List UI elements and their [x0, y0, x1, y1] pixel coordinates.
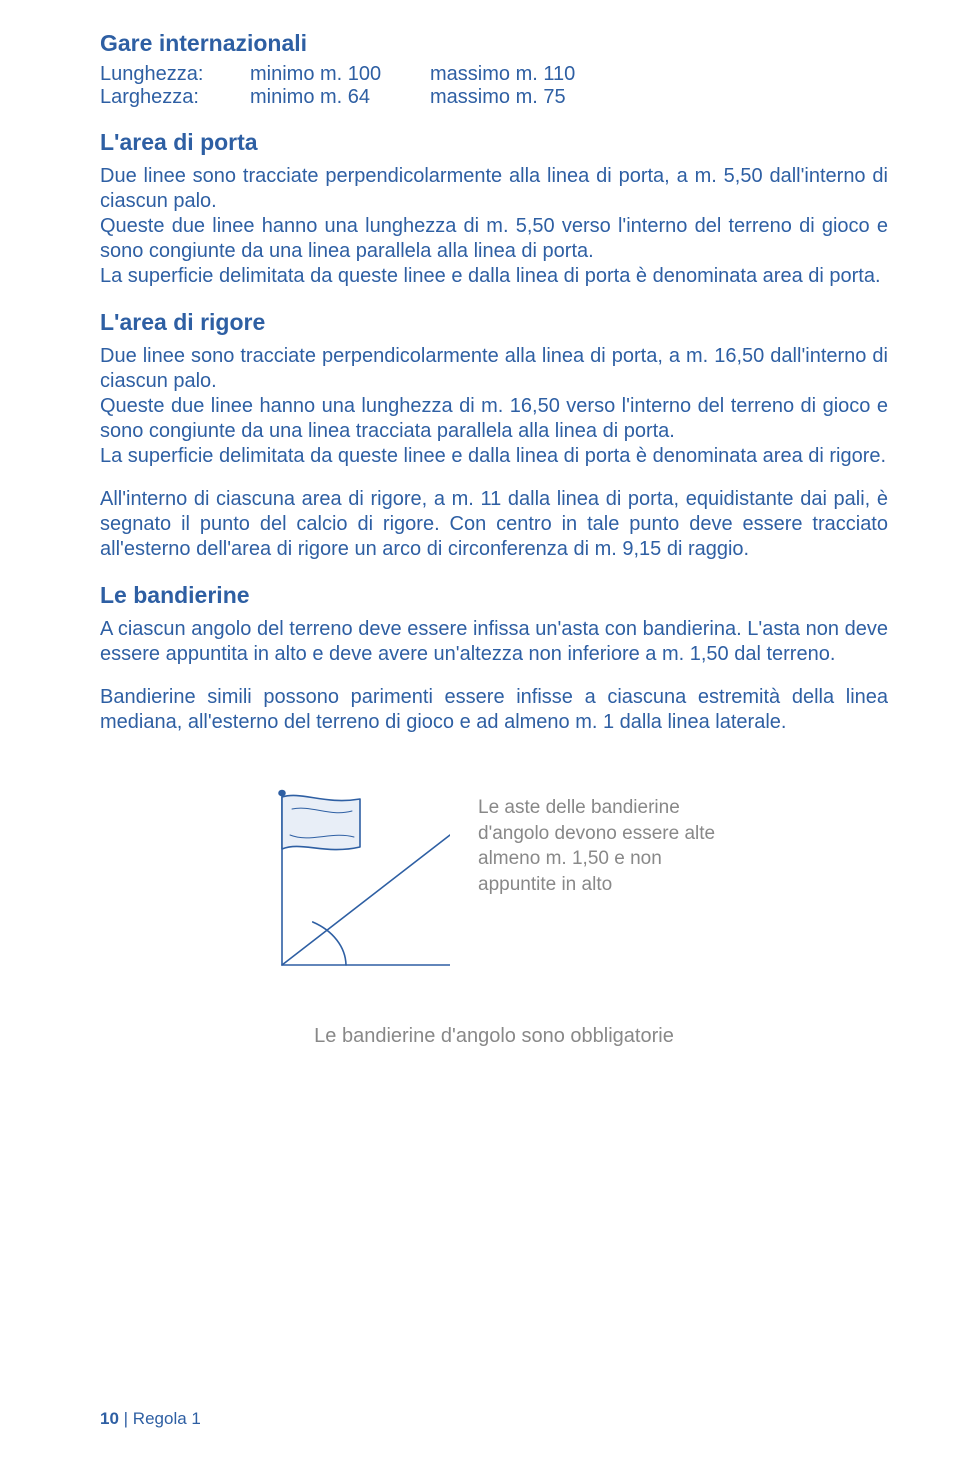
footer-sep: | — [119, 1409, 133, 1428]
text: All'interno di ciascuna area di rigore, … — [100, 488, 888, 560]
heading-gare: Gare internazionali — [100, 30, 888, 57]
heading-area-rigore: L'area di rigore — [100, 309, 888, 336]
text: A ciascun angolo del terreno deve essere… — [100, 618, 888, 665]
spec-max: massimo m. 110 — [430, 63, 888, 86]
diagram-side-label: Le aste delle bandierine d'angolo devono… — [478, 775, 738, 898]
text: Due linee sono tracciate perpendicolarme… — [100, 345, 888, 392]
spec-row: Larghezza: minimo m. 64 massimo m. 75 — [100, 86, 888, 109]
heading-area-porta: L'area di porta — [100, 129, 888, 156]
diagram-container: Le aste delle bandierine d'angolo devono… — [100, 775, 888, 1048]
paragraph: Queste due linee hanno una lunghezza di … — [100, 394, 888, 444]
text: Due linee sono tracciate perpendicolarme… — [100, 165, 888, 212]
text: Queste due linee hanno una lunghezza di … — [100, 215, 888, 262]
spec-min: minimo m. 100 — [250, 63, 430, 86]
text: La superficie delimitata da queste linee… — [100, 445, 886, 467]
spec-min: minimo m. 64 — [250, 86, 430, 109]
text: La superficie delimitata da queste linee… — [100, 265, 881, 287]
corner-flag-diagram — [250, 775, 450, 995]
paragraph: A ciascun angolo del terreno deve essere… — [100, 617, 888, 667]
text: Bandierine simili possono parimenti esse… — [100, 686, 888, 733]
page-footer: 10 | Regola 1 — [100, 1409, 201, 1429]
spec-max: massimo m. 75 — [430, 86, 888, 109]
paragraph: Bandierine simili possono parimenti esse… — [100, 685, 888, 735]
heading-bandierine: Le bandierine — [100, 582, 888, 609]
diagram-caption: Le bandierine d'angolo sono obbligatorie — [314, 1025, 674, 1048]
paragraph: La superficie delimitata da queste linee… — [100, 444, 888, 469]
paragraph: All'interno di ciascuna area di rigore, … — [100, 487, 888, 562]
footer-label: Regola 1 — [133, 1409, 201, 1428]
spec-label: Larghezza: — [100, 86, 250, 109]
paragraph: Queste due linee hanno una lunghezza di … — [100, 214, 888, 264]
text: Queste due linee hanno una lunghezza di … — [100, 395, 888, 442]
paragraph: Due linee sono tracciate perpendicolarme… — [100, 164, 888, 214]
spec-row: Lunghezza: minimo m. 100 massimo m. 110 — [100, 63, 888, 86]
paragraph: La superficie delimitata da queste linee… — [100, 264, 888, 289]
page-number: 10 — [100, 1409, 119, 1428]
paragraph: Due linee sono tracciate perpendicolarme… — [100, 344, 888, 394]
diagram-inner: Le aste delle bandierine d'angolo devono… — [250, 775, 738, 995]
spec-label: Lunghezza: — [100, 63, 250, 86]
